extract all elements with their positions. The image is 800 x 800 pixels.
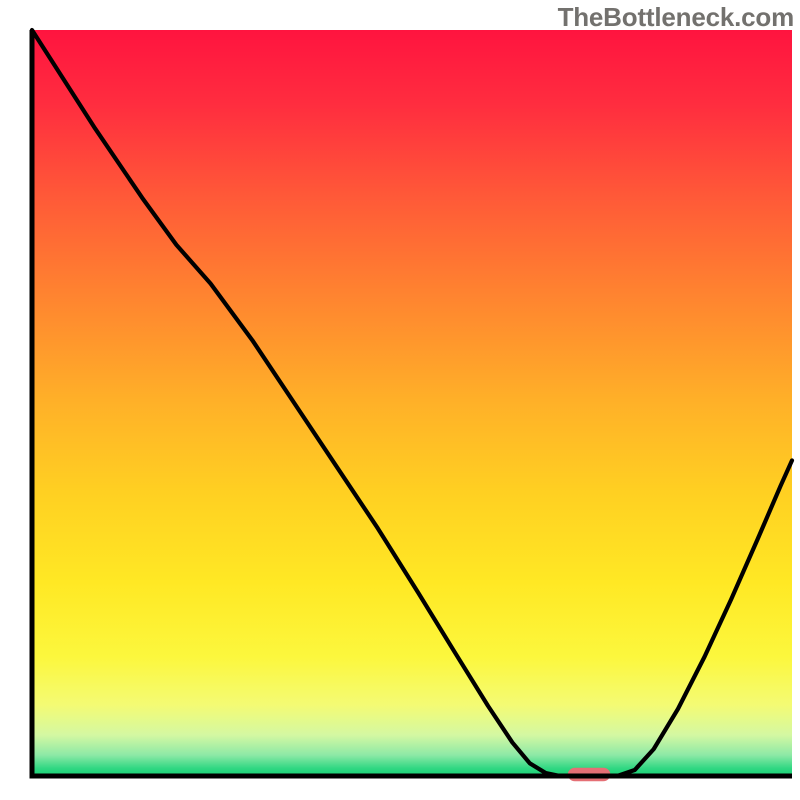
- plot-background: [32, 30, 792, 776]
- bottleneck-chart: TheBottleneck.com: [0, 0, 800, 800]
- chart-svg: [0, 0, 800, 800]
